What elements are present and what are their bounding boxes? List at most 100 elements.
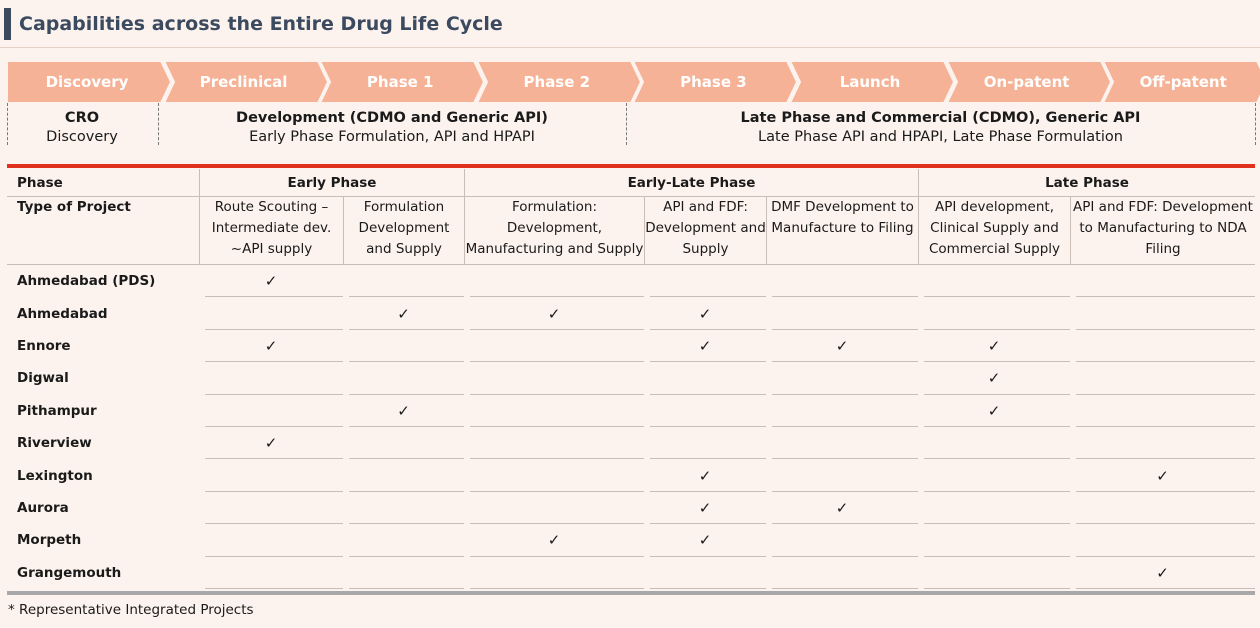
- site-name: Ahmedabad (PDS): [17, 273, 156, 290]
- stage-label: Phase 1: [366, 73, 434, 91]
- check-icon: ✓: [987, 336, 1001, 355]
- site-name: Digwal: [17, 370, 69, 387]
- capability-cell: [644, 265, 766, 298]
- capability-cell: [1070, 492, 1255, 525]
- capability-cell: ✓: [199, 265, 343, 298]
- segment-late-phase: Late Phase and Commercial (CDMO), Generi…: [626, 103, 1255, 145]
- stage-chevron: Off-patent: [1103, 61, 1260, 103]
- type-route-scouting: Route Scouting – Intermediate dev. ~API …: [199, 197, 343, 265]
- capability-cell: ✓: [766, 330, 918, 363]
- capability-cell: [343, 492, 464, 525]
- check-icon: ✓: [987, 401, 1001, 420]
- table-row: Ahmedabad (PDS) ✓: [7, 265, 1255, 298]
- table-row: Lexington ✓ ✓: [7, 459, 1255, 493]
- capability-cell: ✓: [918, 395, 1070, 428]
- chevron-shape: [7, 61, 173, 103]
- type-api-commercial: API development, Clinical Supply and Com…: [918, 197, 1070, 265]
- stage-chevron: On-patent: [946, 61, 1113, 103]
- capability-cell: [464, 362, 644, 395]
- segment-cro: CRO Discovery: [7, 103, 157, 145]
- capability-cell: [199, 557, 343, 590]
- stage-chevron: Phase 2: [476, 61, 643, 103]
- capability-cell: ✓: [918, 362, 1070, 395]
- site-name: Riverview: [17, 435, 92, 452]
- capability-cell: [1070, 297, 1255, 331]
- check-icon: ✓: [698, 498, 712, 517]
- capability-cell: ✓: [343, 395, 464, 428]
- footnote: * Representative Integrated Projects: [8, 602, 254, 618]
- stage-label: Preclinical: [199, 73, 288, 91]
- capability-cell: [766, 524, 918, 557]
- site-name: Ahmedabad: [17, 305, 108, 322]
- capability-cell: [343, 265, 464, 298]
- phase-early: Early Phase: [199, 169, 464, 197]
- capability-cell: ✓: [644, 492, 766, 525]
- title-bar: Capabilities across the Entire Drug Life…: [4, 8, 503, 40]
- stage-chevron: Launch: [790, 61, 956, 103]
- capability-cell: [1070, 427, 1255, 460]
- chevron-shape: [946, 61, 1112, 103]
- capability-cell: [464, 330, 644, 363]
- capability-cell: [464, 492, 644, 525]
- capability-cell: [1070, 395, 1255, 428]
- table-row: Ennore ✓ ✓ ✓ ✓: [7, 330, 1255, 363]
- stage-chevron: Phase 3: [633, 61, 799, 103]
- capabilities-table: Phase Early Phase Early-Late Phase Late …: [7, 169, 1255, 590]
- capability-cell: ✓: [644, 297, 766, 331]
- segment-late-phase-subtitle: Late Phase API and HPAPI, Late Phase For…: [758, 129, 1123, 145]
- chevron-shape: [163, 61, 329, 103]
- table-row: Digwal ✓: [7, 362, 1255, 395]
- capability-cell: [464, 395, 644, 428]
- table-row: Pithampur ✓ ✓: [7, 395, 1255, 428]
- capability-cell: ✓: [766, 492, 918, 525]
- page-title: Capabilities across the Entire Drug Life…: [19, 13, 503, 35]
- capability-cell: [199, 459, 343, 493]
- check-icon: ✓: [698, 336, 712, 355]
- capability-cell: [766, 265, 918, 298]
- segment-divider: [7, 103, 8, 145]
- title-accent-bar: [4, 8, 11, 40]
- type-header-row: Type of Project Route Scouting – Interme…: [7, 197, 1255, 265]
- stage-chevron: Discovery: [7, 61, 173, 103]
- type-label: Type of Project: [7, 197, 199, 265]
- capability-cell: ✓: [644, 330, 766, 363]
- check-icon: ✓: [547, 304, 561, 323]
- type-api-fdf-nda: API and FDF: Development to Manufacturin…: [1070, 197, 1255, 265]
- segment-development-subtitle: Early Phase Formulation, API and HPAPI: [249, 129, 535, 145]
- site-name: Grangemouth: [17, 564, 122, 581]
- title-divider: [0, 47, 1260, 48]
- capability-cell: [343, 362, 464, 395]
- phase-label: Phase: [7, 169, 199, 197]
- capability-cell: [766, 297, 918, 331]
- chevron-shape: [633, 61, 799, 103]
- capability-cell: [1070, 265, 1255, 298]
- capability-cell: [343, 459, 464, 493]
- check-icon: ✓: [1156, 466, 1169, 485]
- table-row: Grangemouth ✓: [7, 557, 1255, 590]
- check-icon: ✓: [987, 369, 1001, 388]
- capability-cell: [644, 427, 766, 460]
- segment-divider: [626, 103, 627, 145]
- capability-cell: [1070, 524, 1255, 557]
- site-rows: Ahmedabad (PDS) ✓ Ahmedabad ✓ ✓ ✓ Ennore ✓ ✓ ✓ ✓ Di…: [7, 265, 1255, 590]
- table-row: Morpeth ✓ ✓: [7, 524, 1255, 557]
- capability-cell: [766, 427, 918, 460]
- stage-label: Phase 3: [680, 73, 747, 91]
- capability-cell: ✓: [1070, 459, 1255, 493]
- segment-divider: [158, 103, 159, 145]
- stage-label: Phase 2: [523, 73, 591, 91]
- check-icon: ✓: [1156, 563, 1169, 582]
- check-icon: ✓: [264, 272, 278, 291]
- chevron-shape: [1103, 61, 1260, 103]
- capability-cell: [464, 427, 644, 460]
- capability-cell: [464, 459, 644, 493]
- stage-label: On-patent: [983, 73, 1070, 91]
- capability-cell: [644, 395, 766, 428]
- chevron-shape: [476, 61, 642, 103]
- capability-cell: ✓: [1070, 557, 1255, 590]
- capability-cell: [918, 459, 1070, 493]
- stage-chevrons: Discovery Preclinical Phase 1 Phase 2 Phase …: [7, 61, 1260, 103]
- check-icon: ✓: [835, 498, 849, 517]
- segment-divider: [1255, 103, 1256, 145]
- capability-cell: ✓: [644, 459, 766, 493]
